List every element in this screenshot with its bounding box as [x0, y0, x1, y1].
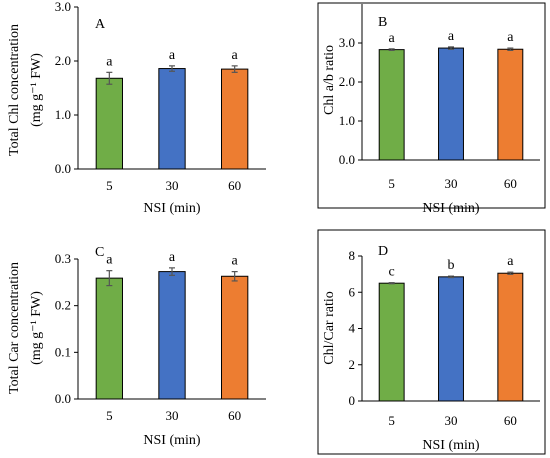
panel-letter: C [95, 245, 104, 260]
y-tick-label: 3.0 [339, 35, 355, 50]
bar-60 [221, 275, 249, 400]
x-tick-label: 5 [388, 176, 395, 191]
y-tick-label: 0.1 [55, 344, 71, 359]
panel-letter: D [378, 244, 388, 259]
significance-letter: a [232, 48, 239, 63]
x-tick-label: 30 [166, 408, 179, 423]
significance-letter: a [106, 253, 113, 268]
panel-a: 0.0 1.0 2.0 3.0 a 5 a 30 a 60 NSI (min) Total Chl c… [7, 0, 266, 216]
significance-letter: a [106, 54, 113, 69]
x-tick-label: 30 [445, 176, 458, 191]
y-tick-label: 0.0 [55, 391, 71, 406]
y-tick-label: 0.0 [339, 152, 355, 167]
x-axis-label: NSI (min) [143, 201, 201, 216]
y-tick-label: 0.0 [55, 161, 71, 176]
x-tick-label: 60 [228, 408, 241, 423]
bar-30 [158, 271, 186, 400]
x-tick-label: 5 [106, 178, 113, 193]
significance-letter: a [169, 48, 176, 63]
panel-letter: A [95, 17, 106, 32]
significance-letter: c [389, 265, 395, 280]
y-axis-label: Chl/Car ratio [322, 291, 337, 365]
x-tick-label: 5 [388, 413, 395, 428]
x-axis-label: NSI (min) [143, 433, 201, 448]
x-tick-label: 60 [504, 413, 517, 428]
bar-60 [497, 48, 524, 161]
y-tick-label: 1.0 [339, 113, 355, 128]
y-axis-label: Total Car concentration [7, 262, 22, 394]
bar-5 [95, 77, 123, 170]
panel-letter: B [378, 15, 387, 30]
panel-frame [317, 2, 546, 209]
panel-d: 0 2 4 6 8 c 5 b 30 a 60 NSI (min) Chl/Car ratio D [317, 229, 546, 455]
x-tick-label: 60 [228, 178, 241, 193]
x-tick-label: 60 [504, 176, 517, 191]
y-tick-label: 8 [349, 248, 356, 263]
y-tick-label: 0.2 [55, 298, 71, 313]
x-tick-label: 5 [106, 408, 113, 423]
y-tick-label: 4 [349, 321, 356, 336]
bar-60 [497, 272, 524, 402]
significance-letter: b [448, 258, 455, 273]
significance-letter: a [389, 31, 396, 46]
y-axis-label: Chl a/b ratio [322, 45, 337, 115]
y-axis-label-units: (mg g⁻¹ FW) [29, 291, 44, 365]
panel-frame [317, 229, 546, 455]
bar-30 [158, 68, 186, 170]
bar-5 [95, 277, 123, 400]
y-tick-label: 2.0 [339, 74, 355, 89]
bar-5 [378, 49, 405, 161]
y-tick-label: 2 [349, 357, 356, 372]
significance-letter: a [507, 30, 514, 45]
bar-30 [438, 276, 464, 402]
x-tick-label: 30 [445, 413, 458, 428]
y-tick-label: 3.0 [55, 0, 71, 14]
panel-b: 0.0 1.0 2.0 3.0 a 5 a 30 a 60 NSI (min) Chl a/b rat… [317, 2, 546, 216]
y-tick-label: 6 [349, 284, 356, 299]
bar-5 [378, 282, 405, 402]
significance-letter: a [232, 254, 239, 269]
y-tick-label: 1.0 [55, 107, 71, 122]
y-axis-label-units: (mg g⁻¹ FW) [29, 53, 44, 127]
y-tick-label: 0.3 [55, 251, 71, 266]
x-axis-label: NSI (min) [422, 438, 480, 453]
y-tick-label: 0 [349, 393, 356, 408]
significance-letter: a [507, 254, 514, 269]
x-axis-label: NSI (min) [422, 201, 480, 216]
significance-letter: a [448, 29, 455, 44]
significance-letter: a [169, 250, 176, 265]
y-tick-label: 2.0 [55, 53, 71, 68]
panel-c: 0.0 0.1 0.2 0.3 a 5 a 30 a 60 NSI (min) Total Car c… [7, 245, 266, 448]
bar-30 [438, 47, 464, 161]
bar-60 [221, 68, 249, 170]
y-axis-label: Total Chl concentration [7, 24, 22, 156]
x-tick-label: 30 [166, 178, 179, 193]
